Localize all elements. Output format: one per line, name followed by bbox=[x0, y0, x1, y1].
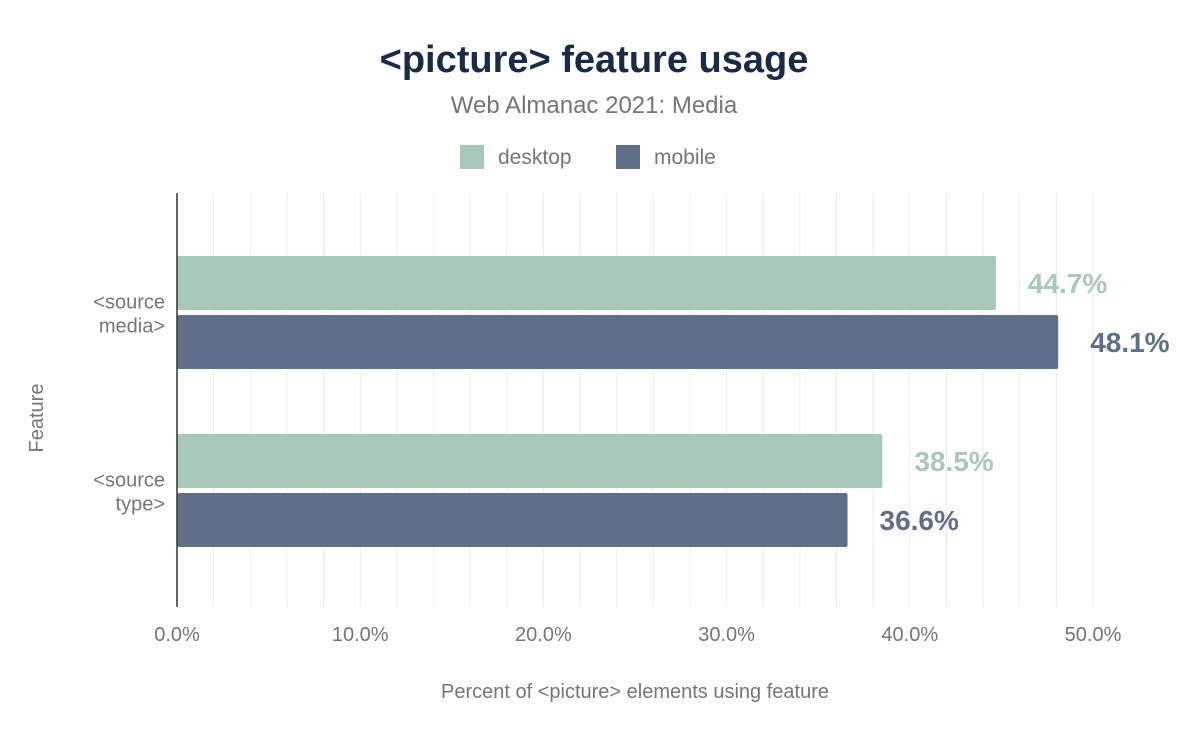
bar-mobile bbox=[177, 493, 848, 547]
data-label-mobile: 36.6% bbox=[880, 505, 959, 536]
y-tick-label: type> bbox=[116, 494, 165, 516]
legend-label-mobile: mobile bbox=[654, 146, 716, 169]
x-tick-label: 10.0% bbox=[332, 624, 389, 646]
legend-swatch-mobile bbox=[616, 145, 640, 169]
x-tick-label: 0.0% bbox=[154, 624, 200, 646]
y-tick-label: <source bbox=[93, 292, 165, 314]
data-label-mobile: 48.1% bbox=[1090, 327, 1169, 358]
x-tick-label: 50.0% bbox=[1065, 624, 1122, 646]
legend: desktop mobile bbox=[460, 145, 716, 169]
x-tick-label: 40.0% bbox=[881, 624, 938, 646]
y-axis-label: Feature bbox=[26, 384, 48, 453]
legend-swatch-desktop bbox=[460, 145, 484, 169]
chart-subtitle: Web Almanac 2021: Media bbox=[451, 92, 738, 119]
y-tick-label: <source bbox=[93, 470, 165, 492]
bar-desktop bbox=[177, 434, 883, 488]
data-label-desktop: 38.5% bbox=[914, 446, 993, 477]
x-axis-label: Percent of <picture> elements using feat… bbox=[441, 681, 829, 703]
y-tick-label: media> bbox=[99, 316, 165, 338]
bar-mobile bbox=[177, 315, 1059, 369]
x-tick-label: 20.0% bbox=[515, 624, 572, 646]
x-tick-label: 30.0% bbox=[698, 624, 755, 646]
x-ticks: 0.0% 10.0% 20.0% 30.0% 40.0% 50.0% bbox=[154, 624, 1121, 646]
bar-desktop bbox=[177, 256, 996, 310]
legend-label-desktop: desktop bbox=[498, 146, 572, 169]
chart-title: <picture> feature usage bbox=[380, 39, 809, 81]
data-label-desktop: 44.7% bbox=[1028, 268, 1107, 299]
bars: 44.7% 48.1% 38.5% 36.6% bbox=[177, 256, 1170, 547]
